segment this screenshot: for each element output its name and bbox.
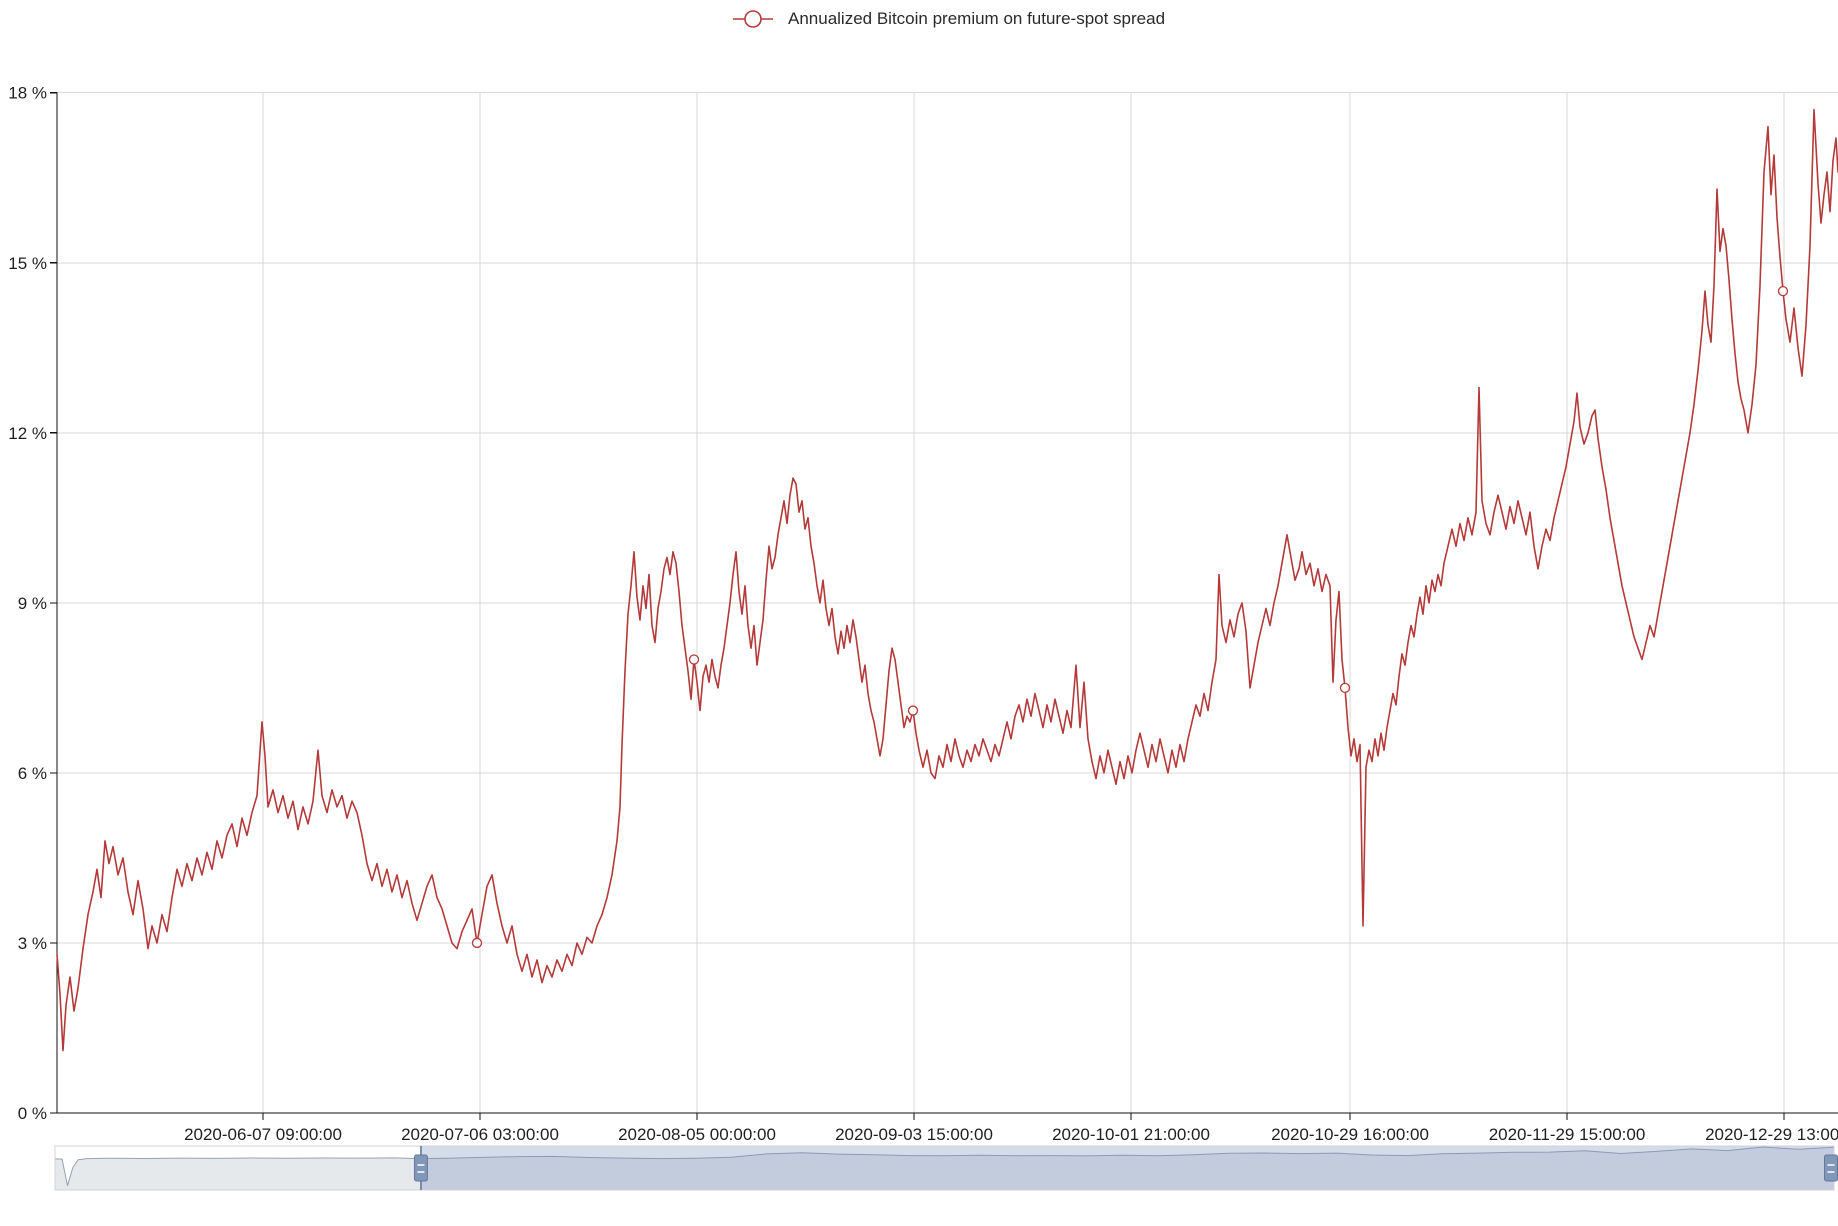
legend: Annualized Bitcoin premium on future-spo… [733,7,1165,31]
data-point-marker [907,705,919,716]
y-tick-label: 6 % [18,764,47,783]
data-point-marker [1777,285,1789,297]
series-line [56,108,1838,1052]
axes [50,92,1838,1120]
y-tick-label: 0 % [18,1104,47,1123]
plot-area[interactable] [57,93,1838,1113]
data-point-marker [688,654,700,665]
point-markers [471,285,1789,949]
y-tick-label: 15 % [8,254,47,273]
y-tick-label: 9 % [18,594,47,613]
navigator-area [55,1147,1834,1190]
x-tick-label: 2020-10-01 21:00:00 [1052,1125,1210,1144]
x-tick-label: 2020-08-05 00:00:00 [618,1125,776,1144]
data-point-marker [1339,682,1351,694]
x-tick-label: 2020-09-03 15:00:00 [835,1125,993,1144]
x-tick-label: 2020-12-29 13:00:00 [1705,1125,1838,1144]
x-tick-labels: 2020-06-07 09:00:00 2020-07-06 03:00:00 20… [184,1125,1838,1144]
y-tick-labels: 0 % 3 % 6 % 9 % 12 % 15 % 18 % [8,84,47,1123]
legend-series-icon [733,10,773,28]
x-tick-label: 2020-07-06 03:00:00 [401,1125,559,1144]
navigator[interactable] [54,1145,1838,1191]
legend-series-label: Annualized Bitcoin premium on future-spo… [788,9,1166,28]
y-tick-label: 3 % [18,934,47,953]
navigator-sparkline [54,1146,1835,1186]
data-point-marker [471,937,483,949]
y-tick-label: 18 % [8,84,47,103]
x-tick-label: 2020-10-29 16:00:00 [1271,1125,1429,1144]
y-tick-label: 12 % [8,424,47,443]
navigator-right-handle[interactable] [1824,1154,1838,1182]
x-tick-label: 2020-11-29 15:00:00 [1489,1125,1646,1144]
navigator-left-handle[interactable] [413,1154,428,1182]
x-tick-label: 2020-06-07 09:00:00 [184,1125,342,1144]
gridlines [57,92,1838,1114]
navigator-selected-region[interactable] [420,1146,1834,1190]
